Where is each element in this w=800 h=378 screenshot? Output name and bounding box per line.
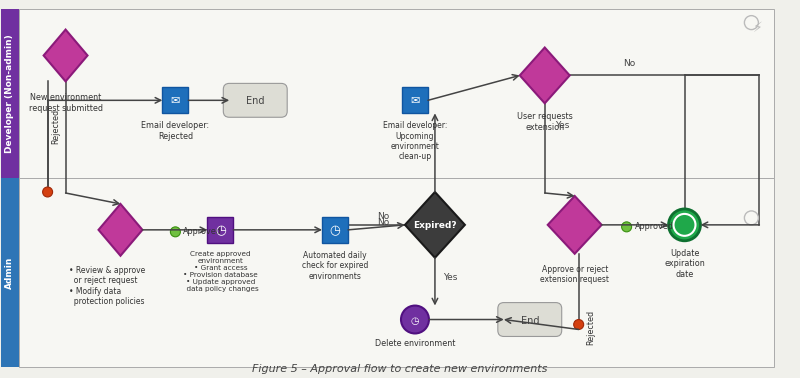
- Text: ✉: ✉: [170, 96, 180, 106]
- Text: Approved: Approved: [634, 222, 674, 231]
- Circle shape: [669, 209, 701, 241]
- Text: Approved: Approved: [183, 227, 222, 236]
- Bar: [162, 87, 188, 113]
- Text: Email developer:
Upcoming
environment
clean-up: Email developer: Upcoming environment cl…: [382, 121, 447, 161]
- Text: Update
expiration
date: Update expiration date: [664, 249, 705, 279]
- Polygon shape: [548, 196, 602, 254]
- Text: Approve or reject
extension request: Approve or reject extension request: [540, 265, 609, 284]
- Text: End: End: [246, 96, 265, 106]
- FancyBboxPatch shape: [18, 9, 774, 178]
- Polygon shape: [520, 48, 570, 103]
- Circle shape: [170, 227, 180, 237]
- Text: Figure 5 – Approval flow to create new environments: Figure 5 – Approval flow to create new e…: [252, 364, 548, 374]
- Text: Developer (Non-admin): Developer (Non-admin): [5, 34, 14, 153]
- Text: Rejected: Rejected: [51, 109, 60, 144]
- Text: Expired?: Expired?: [413, 222, 457, 230]
- FancyBboxPatch shape: [498, 302, 562, 336]
- Text: ⚡: ⚡: [753, 22, 762, 36]
- Text: New environment
request submitted: New environment request submitted: [29, 93, 102, 113]
- Bar: [322, 217, 348, 243]
- Circle shape: [401, 305, 429, 333]
- Circle shape: [42, 187, 53, 197]
- Text: Automated daily
check for expired
environments: Automated daily check for expired enviro…: [302, 251, 368, 280]
- Text: Rejected: Rejected: [586, 310, 595, 345]
- FancyBboxPatch shape: [18, 178, 774, 367]
- Text: No: No: [377, 212, 389, 222]
- Text: End: End: [521, 316, 539, 325]
- Circle shape: [574, 319, 584, 330]
- Text: Admin: Admin: [5, 257, 14, 289]
- Text: ◷: ◷: [215, 225, 226, 237]
- FancyBboxPatch shape: [223, 84, 287, 117]
- Text: No: No: [377, 218, 389, 228]
- Text: No: No: [623, 59, 636, 68]
- Text: • Review & approve
  or reject request
• Modify data
  protection policies: • Review & approve or reject request • M…: [69, 266, 145, 306]
- Bar: [207, 217, 234, 243]
- Text: User requests
extension: User requests extension: [517, 112, 573, 132]
- Text: Delete environment: Delete environment: [374, 339, 455, 349]
- FancyBboxPatch shape: [1, 178, 18, 367]
- Text: ◷: ◷: [330, 225, 341, 237]
- Bar: [402, 87, 428, 113]
- FancyBboxPatch shape: [1, 9, 18, 178]
- Text: ◷: ◷: [410, 316, 419, 325]
- Circle shape: [622, 222, 631, 232]
- Text: Yes: Yes: [554, 121, 569, 130]
- Polygon shape: [405, 192, 465, 258]
- Circle shape: [674, 214, 695, 236]
- Text: ✉: ✉: [410, 96, 420, 106]
- Text: Email developer:
Rejected: Email developer: Rejected: [142, 121, 210, 141]
- Polygon shape: [98, 204, 142, 256]
- Text: Create approved
environment
• Grant access
• Provision database
• Update approve: Create approved environment • Grant acce…: [182, 251, 258, 292]
- Text: Yes: Yes: [443, 273, 458, 282]
- Polygon shape: [44, 29, 87, 81]
